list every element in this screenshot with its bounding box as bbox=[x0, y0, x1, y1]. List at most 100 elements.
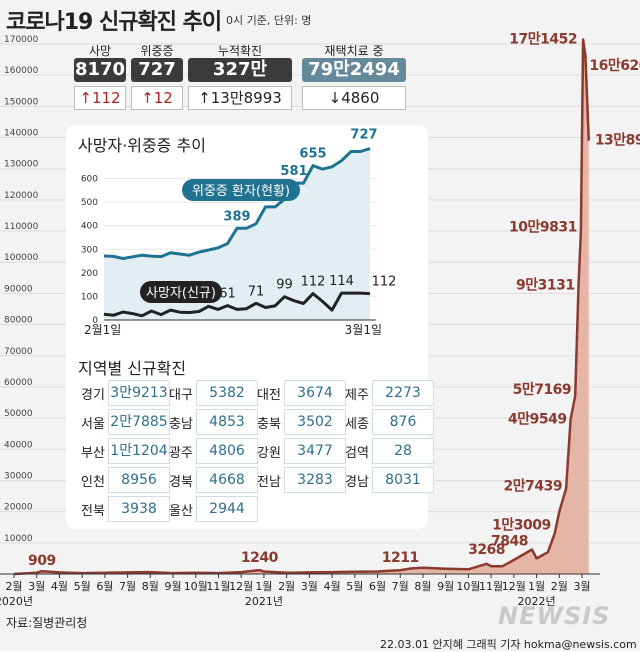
region-name: 경기 bbox=[81, 388, 105, 403]
region-value: 4853 bbox=[196, 409, 258, 435]
critical-area bbox=[104, 148, 370, 320]
death-line bbox=[103, 291, 371, 318]
inset-y-tick-label: 0 bbox=[92, 316, 98, 326]
death-data-label: 99 bbox=[276, 278, 293, 293]
region-value: 2만7885 bbox=[108, 409, 170, 435]
regions-grid: 경기 3만9213 대구 5382 대전 3674 제주 2273 서울 2만7885 충남 4853… bbox=[76, 380, 434, 525]
year-label: 2020년 bbox=[0, 595, 33, 608]
y-tick-label: 70000 bbox=[4, 347, 33, 357]
y-tick-label: 170000 bbox=[4, 35, 39, 45]
region-name: 충남 bbox=[169, 417, 193, 432]
y-tick-label: 40000 bbox=[4, 440, 33, 450]
x-tick-label: 9월 bbox=[164, 580, 181, 593]
y-tick-label: 120000 bbox=[4, 191, 39, 201]
series-line bbox=[13, 38, 591, 576]
page-subtitle: 0시 기준, 단위: 명 bbox=[226, 14, 312, 27]
y-tick-label: 30000 bbox=[4, 471, 33, 481]
data-label: 1211 bbox=[382, 550, 419, 566]
region-value: 8031 bbox=[372, 467, 434, 493]
death-tag-bg bbox=[140, 281, 222, 303]
data-label: 2만7439 bbox=[504, 478, 563, 494]
data-label: 1240 bbox=[241, 550, 279, 566]
region-name: 대전 bbox=[257, 388, 281, 403]
y-tick-label: 160000 bbox=[4, 66, 39, 76]
data-label: 9만3131 bbox=[516, 278, 575, 294]
critical-series-tag: 위중증 환자(현황) bbox=[182, 179, 300, 201]
data-label: 909 bbox=[28, 553, 56, 569]
inset-y-tick-label: 300 bbox=[81, 245, 98, 255]
region-value: 3938 bbox=[108, 496, 170, 522]
region-name: 대구 bbox=[169, 388, 193, 403]
data-label: 4만9549 bbox=[508, 412, 567, 428]
data-label: 17만1452 bbox=[509, 31, 577, 47]
y-tick-label: 50000 bbox=[4, 409, 33, 419]
stat-label-critical: 위중증 bbox=[140, 44, 174, 58]
region-value: 28 bbox=[372, 438, 434, 464]
critical-data-label: 581 bbox=[280, 164, 307, 179]
x-tick-label: 8월 bbox=[414, 580, 431, 593]
death-tag-label: 사망자(신규) bbox=[146, 286, 216, 301]
region-name: 인천 bbox=[81, 475, 105, 490]
y-tick-label: 150000 bbox=[4, 97, 39, 107]
x-tick-label: 9월 bbox=[437, 580, 454, 593]
region-name: 충북 bbox=[257, 417, 281, 432]
data-label: 1만3009 bbox=[492, 517, 551, 533]
stat-label-home-treatment: 재택치료 중 bbox=[324, 44, 384, 58]
critical-data-label: 655 bbox=[299, 147, 326, 162]
region-name: 경북 bbox=[169, 475, 193, 490]
x-tick-label: 11월 bbox=[206, 580, 230, 593]
year-label: 2022년 bbox=[517, 595, 555, 608]
x-tick-label: 10월 bbox=[184, 580, 208, 593]
stat-delta-cumulative: ↑13만8993 bbox=[188, 86, 292, 110]
x-tick-label: 6월 bbox=[96, 580, 113, 593]
x-tick-label: 2월 bbox=[551, 580, 568, 593]
y-tick-label: 90000 bbox=[4, 284, 33, 294]
y-tick-label: 110000 bbox=[4, 222, 39, 232]
region-name: 전북 bbox=[81, 504, 105, 519]
inset-chart: 0100200300400500600389480581655727617199… bbox=[81, 128, 397, 337]
y-tick-label: 80000 bbox=[4, 316, 33, 326]
x-tick-label: 3월 bbox=[573, 580, 590, 593]
region-value: 4668 bbox=[196, 467, 258, 493]
stat-value-critical: 727 bbox=[131, 58, 183, 82]
death-data-label: 71 bbox=[248, 284, 265, 299]
stat-delta-deaths: ↑112 bbox=[74, 86, 126, 110]
region-value: 3502 bbox=[284, 409, 346, 435]
inset-x-label-start: 2월1일 bbox=[84, 323, 121, 337]
stat-delta-critical: ↑12 bbox=[131, 86, 183, 110]
x-tick-label: 4월 bbox=[51, 580, 68, 593]
stat-label-deaths: 사망 bbox=[88, 44, 112, 58]
y-tick-label: 140000 bbox=[4, 129, 39, 139]
death-data-label: 112 bbox=[301, 275, 326, 290]
critical-line bbox=[103, 147, 371, 260]
region-value: 3477 bbox=[284, 438, 346, 464]
x-tick-label: 5월 bbox=[346, 580, 363, 593]
data-label: 3268 bbox=[468, 542, 505, 558]
data-label: 7848 bbox=[491, 534, 528, 550]
inset-y-tick-label: 400 bbox=[81, 222, 98, 232]
x-tick-label: 3월 bbox=[301, 580, 318, 593]
region-name: 서울 bbox=[81, 417, 105, 432]
data-label: 10만9831 bbox=[509, 220, 577, 236]
x-tick-label: 3월 bbox=[28, 580, 45, 593]
region-value: 3674 bbox=[284, 380, 346, 406]
region-value: 2273 bbox=[372, 380, 434, 406]
x-tick-label: 12월 bbox=[229, 580, 253, 593]
x-tick-label: 8월 bbox=[142, 580, 159, 593]
inset-y-tick-label: 100 bbox=[81, 292, 98, 302]
x-tick-label: 10월 bbox=[456, 580, 480, 593]
inset-y-tick-label: 200 bbox=[81, 269, 98, 279]
region-value: 1만1204 bbox=[108, 438, 170, 464]
credit-line: 22.03.01 안지혜 그래픽 기자 hokma@newsis.com bbox=[380, 638, 637, 651]
y-tick-label: 20000 bbox=[4, 503, 33, 513]
inset-title: 사망자·위중증 추이 bbox=[78, 136, 206, 155]
year-label: 2021년 bbox=[245, 595, 283, 608]
y-tick-label: 60000 bbox=[4, 378, 33, 388]
critical-tag-bg bbox=[182, 179, 300, 201]
stat-value-home-treatment: 79만2494 bbox=[302, 58, 406, 82]
inset-x-label-end: 3월1일 bbox=[345, 323, 382, 337]
x-tick-label: 1월 bbox=[255, 580, 272, 593]
data-label: 13만8993 bbox=[595, 133, 640, 149]
region-name: 강원 bbox=[257, 446, 281, 461]
